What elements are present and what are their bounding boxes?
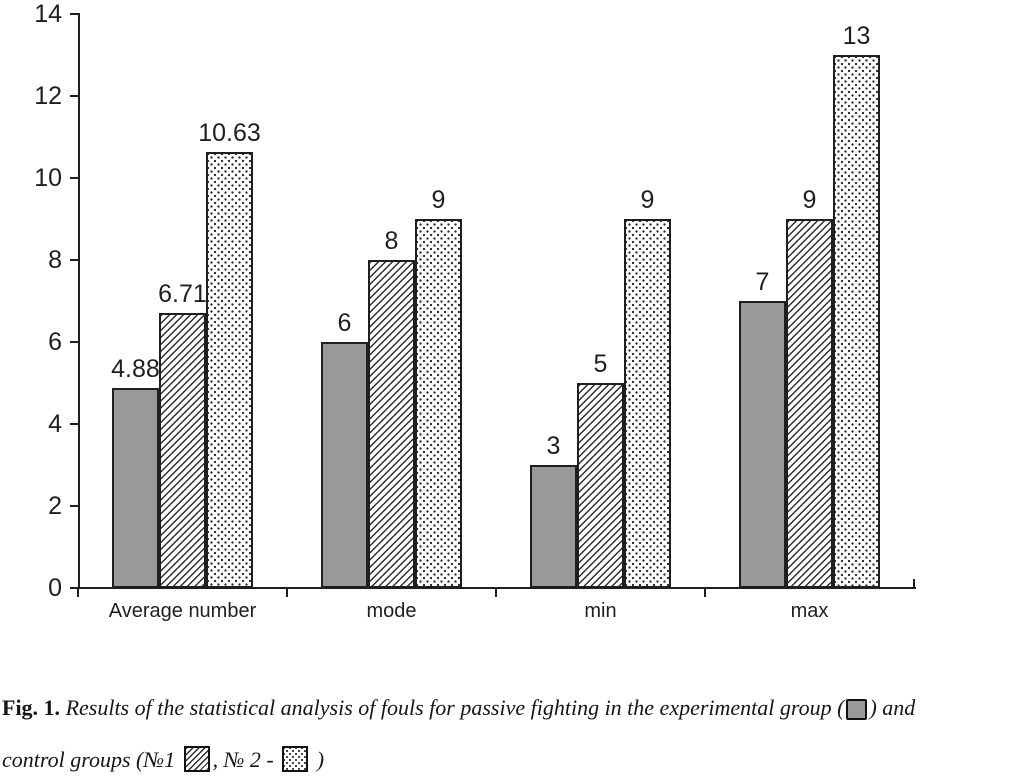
bar-value-label: 13: [842, 22, 871, 50]
x-tick: [704, 588, 706, 597]
experimental-group-swatch-icon: [846, 699, 868, 720]
bar-value-label: 6: [337, 309, 352, 337]
bar-value-label: 6.71: [158, 280, 207, 308]
bar-solid-gray-max: [739, 301, 786, 588]
bar-diagonal-hatch-mode: [368, 260, 415, 588]
y-tick: [70, 177, 78, 179]
x-category-label: max: [790, 600, 829, 622]
bar-value-label: 8: [384, 227, 399, 255]
bar-dots-Average number: [206, 152, 253, 588]
bar-value-label: 7: [755, 268, 770, 296]
x-category-label: mode: [366, 600, 417, 622]
y-tick: [70, 423, 78, 425]
control-group-1-swatch-icon: [183, 746, 210, 772]
x-category-label: Average number: [108, 600, 257, 622]
control-group-2-swatch-icon: [282, 746, 309, 772]
bar-value-label: 3: [546, 432, 561, 460]
x-tick: [495, 588, 497, 597]
caption-text-1: Results of the statistical analysis of f…: [60, 695, 845, 720]
bar-solid-gray-Average number: [112, 388, 159, 588]
caption-line-1: Fig. 1. Results of the statistical analy…: [2, 692, 1034, 724]
caption-figure-number: Fig. 1.: [2, 695, 61, 720]
y-axis: [78, 13, 80, 589]
bar-diagonal-hatch-Average number: [159, 313, 206, 588]
caption-text-1-end: ) and: [869, 695, 916, 720]
x-category-label: min: [584, 600, 617, 622]
caption-text-2-start: control groups (№1: [2, 747, 181, 772]
x-tick: [77, 588, 79, 597]
bar-value-label: 9: [431, 186, 446, 214]
y-tick-label: 0: [48, 574, 62, 602]
bar-value-label: 4.88: [111, 355, 160, 383]
caption-line-2: control groups (№1 , № 2 - ): [2, 744, 1034, 776]
caption-text-2-mid: , № 2 -: [212, 747, 280, 772]
bar-value-label: 9: [640, 186, 655, 214]
x-tick: [913, 579, 915, 588]
y-tick: [70, 13, 78, 15]
y-tick: [70, 505, 78, 507]
y-tick: [70, 341, 78, 343]
y-tick-label: 2: [48, 492, 62, 520]
bar-dots-mode: [415, 219, 462, 588]
y-tick: [70, 587, 78, 589]
bar-dots-min: [624, 219, 671, 588]
y-tick-label: 6: [48, 328, 62, 356]
y-tick-label: 10: [34, 164, 62, 192]
x-tick: [286, 588, 288, 597]
bar-value-label: 10.63: [198, 119, 261, 147]
y-tick-label: 4: [48, 410, 62, 438]
y-tick-label: 12: [34, 82, 62, 110]
bar-value-label: 5: [593, 350, 608, 378]
y-tick-label: 14: [34, 0, 62, 28]
x-axis: [78, 587, 916, 589]
bar-dots-max: [833, 55, 880, 588]
bar-solid-gray-mode: [321, 342, 368, 588]
y-tick-label: 8: [48, 246, 62, 274]
y-tick: [70, 95, 78, 97]
y-tick: [70, 259, 78, 261]
bar-value-label: 9: [802, 186, 817, 214]
bar-diagonal-hatch-min: [577, 383, 624, 588]
bar-diagonal-hatch-max: [786, 219, 833, 588]
bar-solid-gray-min: [530, 465, 577, 588]
caption-text-2-end: ): [311, 747, 325, 772]
